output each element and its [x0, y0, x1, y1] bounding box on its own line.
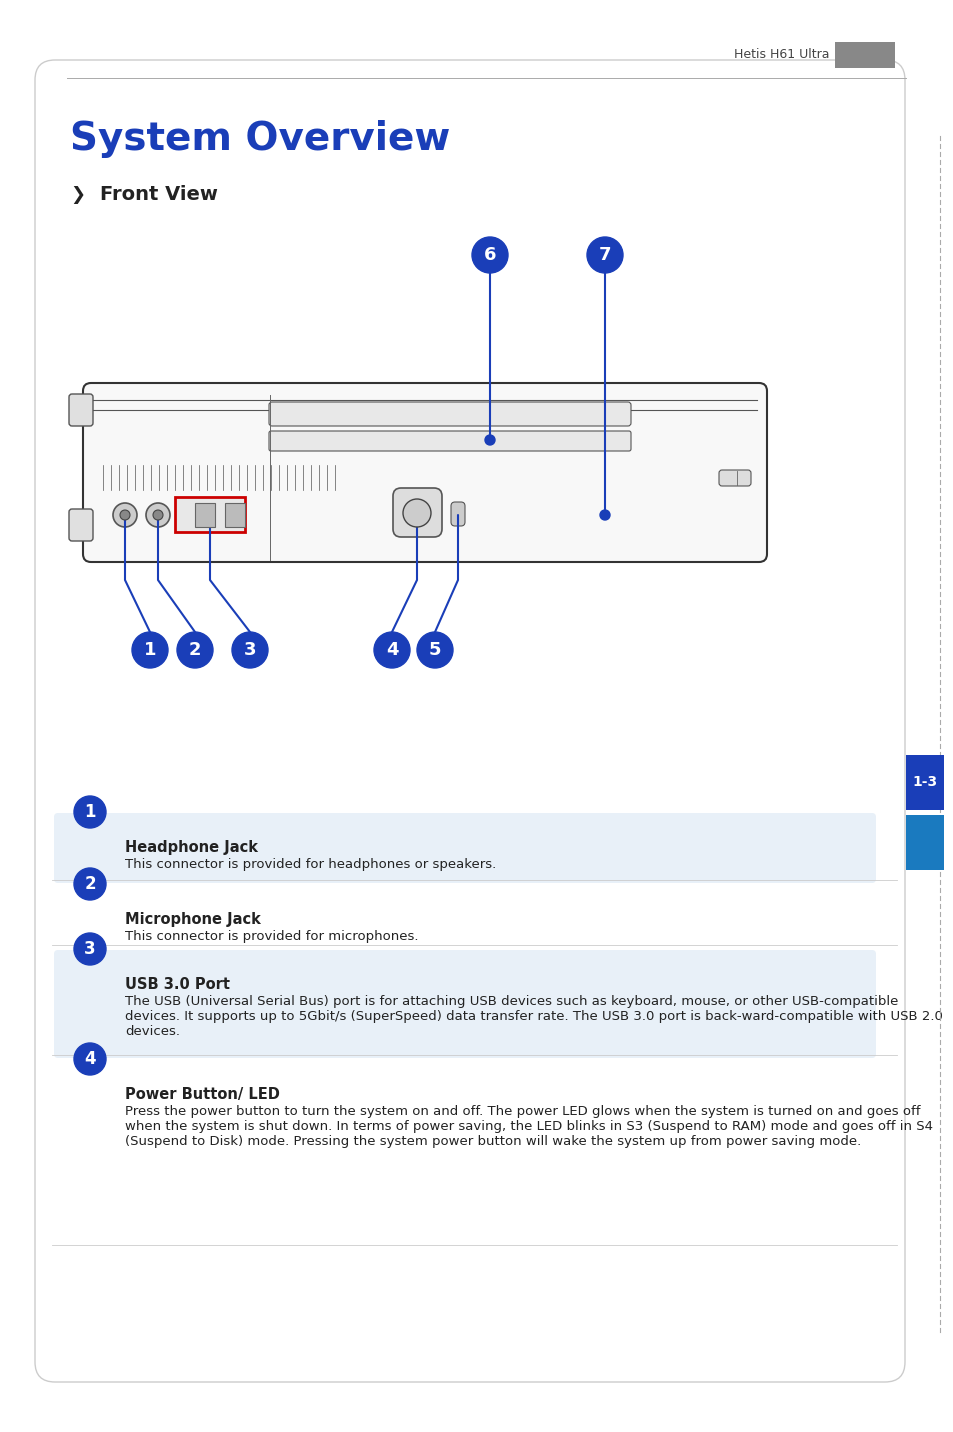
Circle shape [177, 632, 213, 667]
Circle shape [112, 503, 137, 527]
Text: 2: 2 [84, 875, 95, 894]
Circle shape [152, 510, 163, 520]
Text: 1-3: 1-3 [911, 775, 937, 789]
FancyBboxPatch shape [905, 755, 943, 811]
Text: Microphone Jack: Microphone Jack [125, 912, 260, 927]
FancyBboxPatch shape [719, 470, 750, 485]
Circle shape [416, 632, 453, 667]
Text: ❯: ❯ [70, 186, 85, 203]
Text: Front View: Front View [100, 186, 217, 205]
Circle shape [120, 510, 130, 520]
Text: 3: 3 [84, 939, 95, 958]
FancyBboxPatch shape [35, 60, 904, 1382]
Circle shape [132, 632, 168, 667]
Circle shape [74, 1042, 106, 1075]
Circle shape [232, 632, 268, 667]
Circle shape [472, 238, 507, 274]
Text: Headphone Jack: Headphone Jack [125, 841, 257, 855]
Text: 1: 1 [144, 642, 156, 659]
Text: The USB (Universal Serial Bus) port is for attaching USB devices such as keyboar: The USB (Universal Serial Bus) port is f… [125, 995, 942, 1038]
Text: 3: 3 [244, 642, 256, 659]
FancyBboxPatch shape [174, 497, 245, 533]
FancyBboxPatch shape [194, 503, 214, 527]
FancyBboxPatch shape [905, 815, 943, 871]
FancyBboxPatch shape [83, 382, 766, 561]
FancyBboxPatch shape [54, 813, 875, 884]
Circle shape [74, 934, 106, 965]
Circle shape [484, 435, 495, 445]
FancyBboxPatch shape [834, 42, 894, 67]
Circle shape [599, 510, 609, 520]
Text: USB 3.0 Port: USB 3.0 Port [125, 977, 230, 992]
Text: Power Button/ LED: Power Button/ LED [125, 1087, 279, 1103]
Text: This connector is provided for headphones or speakers.: This connector is provided for headphone… [125, 858, 496, 871]
Text: Press the power button to turn the system on and off. The power LED glows when t: Press the power button to turn the syste… [125, 1106, 932, 1148]
Circle shape [74, 868, 106, 899]
Text: Hetis H61 Ultra: Hetis H61 Ultra [734, 49, 829, 62]
Text: 4: 4 [385, 642, 397, 659]
FancyBboxPatch shape [54, 949, 875, 1058]
FancyBboxPatch shape [69, 508, 92, 541]
Text: System Overview: System Overview [70, 120, 450, 158]
FancyBboxPatch shape [69, 394, 92, 425]
FancyBboxPatch shape [393, 488, 441, 537]
FancyBboxPatch shape [269, 431, 630, 451]
Text: 5: 5 [428, 642, 441, 659]
Text: 4: 4 [84, 1050, 95, 1068]
Text: 7: 7 [598, 246, 611, 263]
FancyBboxPatch shape [225, 503, 245, 527]
Circle shape [74, 796, 106, 828]
Text: 1: 1 [84, 803, 95, 821]
Circle shape [402, 498, 431, 527]
FancyBboxPatch shape [269, 402, 630, 425]
FancyBboxPatch shape [451, 503, 464, 526]
Text: 6: 6 [483, 246, 496, 263]
Circle shape [586, 238, 622, 274]
Circle shape [146, 503, 170, 527]
Text: 2: 2 [189, 642, 201, 659]
Text: This connector is provided for microphones.: This connector is provided for microphon… [125, 929, 418, 944]
Circle shape [374, 632, 410, 667]
